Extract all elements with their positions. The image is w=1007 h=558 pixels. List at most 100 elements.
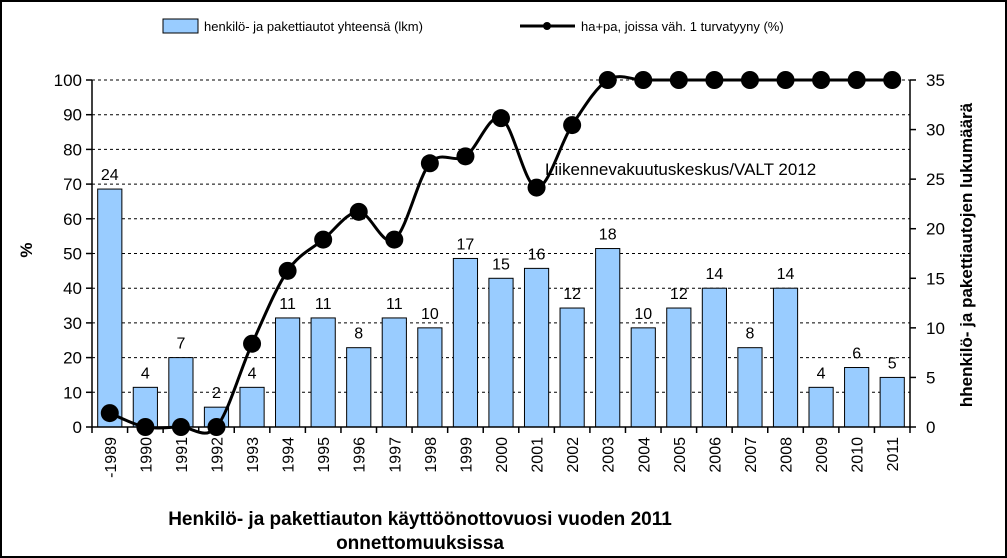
x-tick-label-1995: 1995 — [316, 437, 333, 473]
bar-2003 — [595, 248, 621, 428]
y-right-tick-label: 30 — [926, 121, 945, 140]
line-point-2005 — [669, 71, 688, 89]
y-left-tick-label: 50 — [63, 245, 82, 264]
line-point--1989 — [100, 404, 119, 423]
x-tick-label-1993: 1993 — [245, 437, 262, 473]
y-left-tick-label: 30 — [63, 314, 82, 333]
x-tick-label-1999: 1999 — [458, 437, 475, 473]
line-point-2004 — [634, 71, 653, 89]
bar-data-label-1992: 2 — [212, 385, 221, 402]
line-point-1993 — [243, 334, 262, 353]
line-point-1995 — [314, 230, 333, 249]
line-point-1997 — [385, 230, 404, 249]
bar-2001 — [523, 267, 550, 428]
line-point-1996 — [349, 202, 368, 221]
y-left-tick-label: 100 — [54, 71, 82, 90]
x-axis-title-line-1: Henkilö- ja pakettiauton käyttöönottovuo… — [168, 509, 672, 530]
bar-data-label-2010: 6 — [852, 346, 861, 363]
bar-data-label-2003: 18 — [599, 227, 617, 244]
y-right-tick-label: 10 — [926, 319, 945, 338]
x-tick-label-2000: 2000 — [494, 437, 511, 473]
y-left-tick-label: 0 — [73, 418, 82, 437]
y-right-tick-label: 20 — [926, 220, 945, 239]
x-tick-label--1989: -1989 — [103, 437, 120, 478]
bar-2002 — [559, 307, 585, 428]
x-tick-label-1996: 1996 — [352, 437, 369, 473]
x-tick-label-2010: 2010 — [850, 437, 867, 473]
y-left-tick-label: 90 — [63, 106, 82, 125]
bar-data-label-1998: 10 — [421, 306, 439, 323]
legend-bar-label: henkilö- ja pakettiautot yhteensä (lkm) — [204, 19, 423, 34]
bar-data-label-2005: 12 — [670, 286, 688, 303]
line-point-2007 — [740, 71, 759, 89]
x-tick-label-1992: 1992 — [209, 437, 226, 473]
line-point-2001 — [527, 178, 546, 197]
bar-data-label-2007: 8 — [746, 326, 755, 343]
bar-2005 — [666, 307, 692, 428]
bar-2004 — [630, 327, 656, 428]
x-tick-label-2001: 2001 — [530, 437, 547, 473]
bar-data-label-1995: 11 — [315, 296, 332, 313]
bar-1991 — [168, 357, 194, 428]
x-tick-label-2009: 2009 — [814, 437, 831, 473]
x-tick-label-1994: 1994 — [281, 437, 298, 473]
bar-data-label-1990: 4 — [141, 365, 150, 382]
x-tick-label-2002: 2002 — [565, 437, 582, 473]
bar-data-label-1996: 8 — [354, 326, 363, 343]
x-tick-label-2004: 2004 — [636, 437, 653, 473]
y-left-tick-label: 40 — [63, 279, 82, 298]
bar-data-label-2011: 5 — [888, 355, 897, 372]
bar-data-label-1993: 4 — [248, 365, 257, 382]
bar-1999 — [452, 257, 479, 428]
bar-data-label-1994: 11 — [279, 296, 296, 313]
bar-data-label-1997: 11 — [386, 296, 403, 313]
y-right-tick-label: 0 — [926, 418, 935, 437]
x-tick-label-1998: 1998 — [423, 437, 440, 473]
bar-1995 — [310, 317, 336, 428]
bar-1993 — [239, 386, 265, 428]
y-right-tick-label: 35 — [926, 71, 945, 90]
line-point-2003 — [598, 71, 617, 89]
line-point-2010 — [847, 71, 866, 89]
x-tick-label-2011: 2011 — [885, 437, 902, 472]
x-tick-label-2008: 2008 — [779, 437, 796, 473]
x-tick-label-1990: 1990 — [138, 437, 155, 473]
bar-1997 — [381, 317, 407, 428]
x-tick-label-2003: 2003 — [601, 437, 618, 473]
y-left-axis-title: % — [17, 242, 36, 257]
y-right-tick-label: 5 — [926, 368, 935, 387]
bar-2006 — [701, 287, 727, 428]
line-point-2009 — [812, 71, 831, 89]
bar-data-label-2002: 12 — [563, 286, 581, 303]
source-annotation: Liikennevakuutuskeskus/VALT 2012 — [545, 160, 816, 179]
x-tick-label-2007: 2007 — [743, 437, 760, 473]
bar-2010 — [844, 367, 870, 428]
bar-data-label-1991: 7 — [176, 336, 185, 353]
bar-data-label--1989: 24 — [101, 167, 119, 184]
line-point-2000 — [492, 109, 510, 128]
bar-2009 — [808, 386, 834, 428]
bar-data-label-2006: 14 — [705, 266, 723, 283]
bar-2000 — [488, 277, 514, 428]
bar-1998 — [417, 327, 443, 428]
y-left-tick-label: 80 — [63, 140, 82, 159]
y-left-tick-label: 10 — [63, 383, 82, 402]
line-point-1994 — [278, 261, 297, 280]
bar-data-label-2009: 4 — [817, 365, 826, 382]
y-right-tick-label: 25 — [926, 170, 945, 189]
bar-1994 — [275, 317, 301, 428]
bar-1996 — [346, 347, 372, 428]
y-left-tick-label: 60 — [63, 210, 82, 229]
line-point-2008 — [776, 71, 795, 89]
bar-2008 — [772, 287, 799, 428]
bar-data-label-1999: 17 — [457, 236, 475, 253]
legend: henkilö- ja pakettiautot yhteensä (lkm) … — [162, 18, 784, 34]
x-tick-label-2006: 2006 — [707, 437, 724, 473]
bar-2007 — [737, 347, 763, 428]
line-point-2002 — [563, 116, 582, 135]
legend-line-label: ha+pa, joissa väh. 1 turvatyyny (%) — [581, 19, 784, 34]
bar-data-label-2000: 15 — [492, 256, 510, 273]
